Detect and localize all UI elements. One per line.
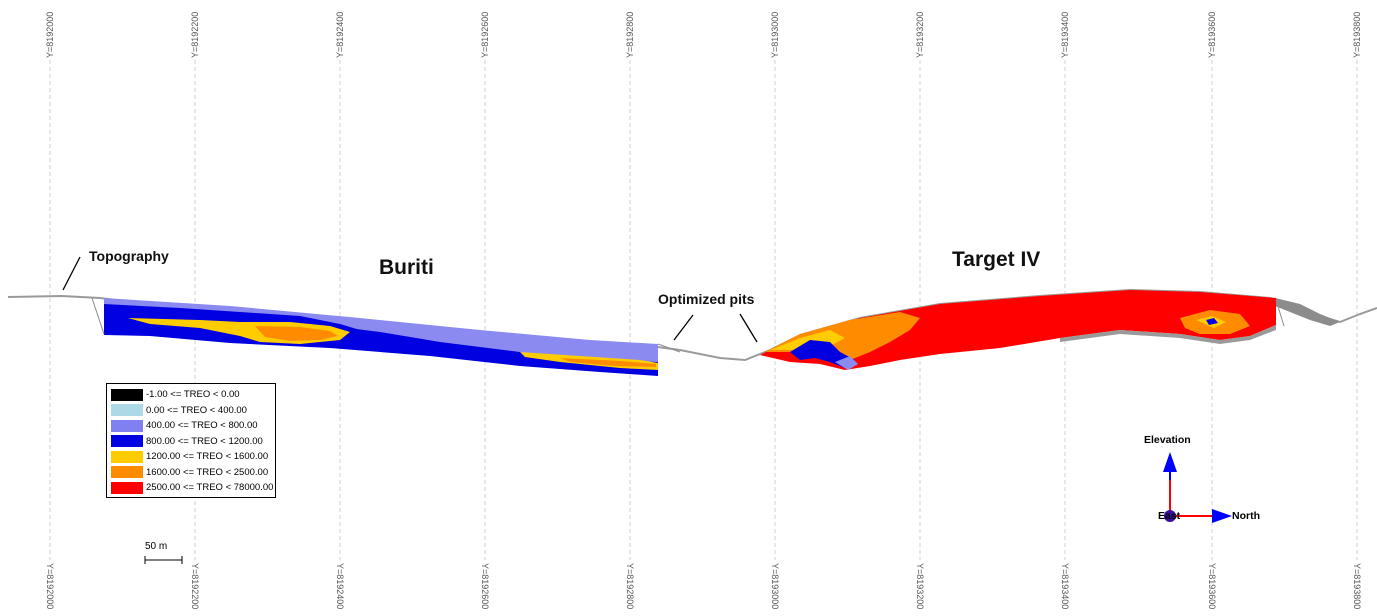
top-grid-label: Y=8193000	[770, 11, 780, 58]
bottom-grid-label: Y=8192600	[480, 563, 490, 610]
bottom-grid-label: Y=8192000	[45, 563, 55, 610]
bottom-grid-label: Y=8193600	[1207, 563, 1217, 610]
topography-shade	[1275, 298, 1340, 326]
top-grid-label: Y=8193600	[1207, 11, 1217, 58]
origin-dot-icon	[1164, 510, 1176, 522]
legend-swatch	[111, 388, 143, 401]
bottom-grid-label: Y=8193000	[770, 563, 780, 610]
east-label: East	[1158, 510, 1181, 522]
target-blue-east	[1206, 318, 1218, 325]
target-envelope-red	[760, 290, 1276, 370]
legend-swatch	[111, 404, 143, 417]
legend-item: 0.00 <= TREO < 400.00	[111, 403, 271, 419]
buriti-orange-lens	[560, 358, 656, 367]
top-grid-label: Y=8192200	[190, 11, 200, 58]
pit-outlines	[91, 297, 1285, 353]
bottom-grid-label: Y=8192400	[335, 563, 345, 610]
elevation-label: Elevation	[1144, 434, 1191, 446]
legend-swatch	[111, 419, 143, 432]
pit-wall-east	[1275, 299, 1285, 327]
top-grid-label: Y=8192800	[625, 11, 635, 58]
pit-wall-west	[91, 297, 105, 335]
target-iv-title: Target IV	[952, 248, 1041, 271]
top-grid-label: Y=8192000	[45, 11, 55, 58]
bottom-grid-label: Y=8193200	[915, 563, 925, 610]
legend-item: 2500.00 <= TREO < 78000.00	[111, 480, 274, 496]
legend-label: 400.00 <= TREO < 800.00	[146, 420, 258, 432]
callout-lines	[62, 256, 758, 343]
legend-label: 2500.00 <= TREO < 78000.00	[146, 482, 274, 494]
legend-item: -1.00 <= TREO < 0.00	[111, 387, 271, 403]
target-underside-gray	[1060, 325, 1276, 344]
bottom-grid-label: Y=8192800	[625, 563, 635, 610]
elevation-arrowhead-icon	[1163, 452, 1177, 472]
legend-item: 1200.00 <= TREO < 1600.00	[111, 449, 271, 465]
legend-label: 800.00 <= TREO < 1200.00	[146, 435, 263, 447]
legend-swatch	[111, 466, 143, 479]
top-grid-label: Y=8193200	[915, 11, 925, 58]
target-light-blue-zone	[835, 356, 858, 370]
legend-swatch	[111, 481, 143, 494]
treo-legend: -1.00 <= TREO < 0.00 0.00 <= TREO < 400.…	[106, 383, 276, 498]
buriti-block-model	[104, 298, 658, 376]
buriti-title: Buriti	[379, 256, 434, 279]
pit-wall-mid	[657, 343, 681, 353]
topography-label: Topography	[89, 248, 169, 264]
scale-bar	[144, 556, 183, 564]
bottom-grid-label: Y=8192200	[190, 563, 200, 610]
legend-item: 800.00 <= TREO < 1200.00	[111, 434, 271, 450]
orientation-axes	[1163, 452, 1232, 523]
optimized-pits-label: Optimized pits	[658, 291, 755, 307]
north-label: North	[1232, 510, 1260, 522]
bottom-grid-label: Y=8193400	[1060, 563, 1070, 610]
top-grid-label: Y=8192400	[335, 11, 345, 58]
legend-label: 1600.00 <= TREO < 2500.00	[146, 466, 269, 478]
top-grid-label: Y=8193800	[1352, 11, 1362, 58]
buriti-orange-zone	[255, 326, 338, 341]
legend-item: 1600.00 <= TREO < 2500.00	[111, 465, 271, 481]
legend-label: 0.00 <= TREO < 400.00	[146, 404, 247, 416]
top-grid-label: Y=8193400	[1060, 11, 1070, 58]
legend-label: 1200.00 <= TREO < 1600.00	[146, 451, 269, 463]
legend-swatch	[111, 450, 143, 463]
top-grid-label: Y=8192600	[480, 11, 490, 58]
north-arrowhead-icon	[1212, 509, 1232, 523]
pits-leader-right	[739, 313, 758, 343]
bottom-grid-label: Y=8193800	[1352, 563, 1362, 610]
pits-leader-left	[673, 314, 694, 341]
topography-leader	[62, 256, 81, 291]
legend-label: -1.00 <= TREO < 0.00	[146, 389, 240, 401]
legend-swatch	[111, 435, 143, 448]
legend-item: 400.00 <= TREO < 800.00	[111, 418, 271, 434]
target-iv-block-model	[760, 290, 1276, 370]
scale-bar-label: 50 m	[145, 541, 168, 552]
